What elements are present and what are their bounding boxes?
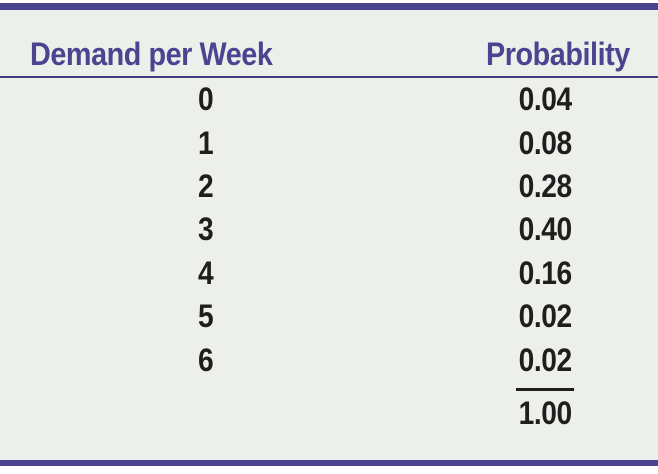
demand-cell: 1 xyxy=(0,125,412,162)
probability-cell: 0.08 xyxy=(412,125,658,162)
table-row: 6 0.02 xyxy=(0,338,658,381)
column-header-probability: Probability xyxy=(442,36,658,73)
table-body: 0 0.04 1 0.08 2 0.28 3 0.40 4 0.16 5 0.02 6 0.02 xyxy=(0,78,658,382)
bottom-rule xyxy=(0,460,658,466)
probability-value: 0.02 xyxy=(518,298,572,335)
demand-cell: 6 xyxy=(0,342,412,379)
total-row: 1.00 xyxy=(0,382,658,431)
column-header-demand: Demand per Week xyxy=(0,36,442,73)
probability-cell: 0.40 xyxy=(412,211,658,248)
table-row: 3 0.40 xyxy=(0,208,658,251)
probability-value: 0.16 xyxy=(518,254,572,291)
column-header-probability-label: Probability xyxy=(486,35,630,72)
probability-value: 0.28 xyxy=(518,167,572,204)
demand-value: 6 xyxy=(198,341,214,378)
demand-cell: 5 xyxy=(0,298,412,335)
header-underline xyxy=(0,76,658,78)
demand-cell: 3 xyxy=(0,211,412,248)
probability-value: 0.40 xyxy=(518,211,572,248)
demand-value: 3 xyxy=(198,211,214,248)
table-row: 2 0.28 xyxy=(0,165,658,208)
top-rule xyxy=(0,3,658,10)
table-row: 4 0.16 xyxy=(0,252,658,295)
probability-cell: 0.02 xyxy=(412,342,658,379)
demand-value: 2 xyxy=(198,167,214,204)
total-cell: 1.00 xyxy=(412,382,658,432)
table-row: 0 0.04 xyxy=(0,78,658,121)
demand-cell: 2 xyxy=(0,168,412,205)
probability-cell: 0.02 xyxy=(412,298,658,335)
demand-value: 4 xyxy=(198,254,214,291)
table-panel: Demand per Week Probability 0 0.04 1 0.08 2 0… xyxy=(0,10,658,460)
probability-value: 0.04 xyxy=(518,81,572,118)
demand-value: 5 xyxy=(198,298,214,335)
probability-value: 0.08 xyxy=(518,124,572,161)
demand-cell: 0 xyxy=(0,81,412,118)
demand-value: 1 xyxy=(198,124,214,161)
probability-cell: 0.28 xyxy=(412,168,658,205)
demand-cell: 4 xyxy=(0,255,412,292)
probability-cell: 0.04 xyxy=(412,81,658,118)
probability-cell: 0.16 xyxy=(412,255,658,292)
table-row: 5 0.02 xyxy=(0,295,658,338)
total-value: 1.00 xyxy=(515,387,575,432)
demand-value: 0 xyxy=(198,81,214,118)
table-row: 1 0.08 xyxy=(0,121,658,164)
table-header-row: Demand per Week Probability xyxy=(0,36,658,72)
probability-value: 0.02 xyxy=(518,341,572,378)
column-header-demand-label: Demand per Week xyxy=(30,35,273,72)
